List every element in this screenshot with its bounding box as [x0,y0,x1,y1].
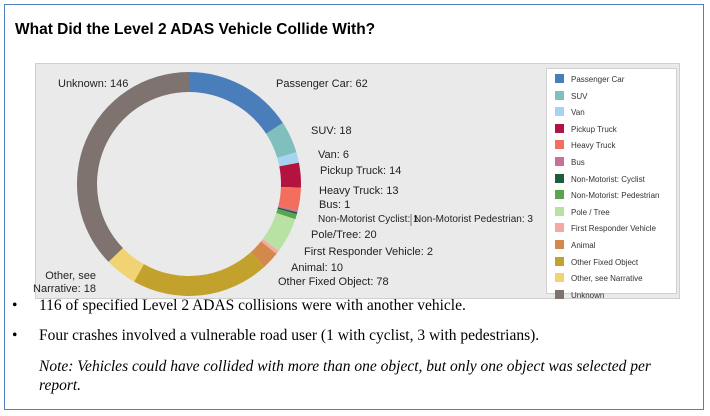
legend-label: Pickup Truck [571,124,617,134]
donut-segment [260,239,279,254]
note: Note: Vehicles could have collided with … [39,358,651,394]
legend: Passenger Car SUV Van Pickup Truck Heavy Tru… [546,68,677,300]
donut-segment [278,186,301,211]
donut-segment [189,72,283,134]
legend-swatch [555,273,564,283]
donut-segment [262,212,296,251]
legend-item: SUV [555,90,588,101]
legend-label: Animal [571,241,596,250]
data-label: Other Fixed Object: 78 [278,276,389,288]
legend-swatch [555,289,564,299]
legend-swatch [555,173,564,183]
chart: Passenger Car SUV Van Pickup Truck Heavy Tru… [33,63,680,300]
data-label: Pole/Tree: 20 [311,229,377,241]
data-label: Bus: 1 [319,199,351,211]
legend-item: Pickup Truck [555,123,617,134]
donut-segment [134,252,265,296]
legend-item: Non-Motorist: Pedestrian [555,190,659,200]
data-label: First Responder Vehicle: 2 [304,246,434,258]
legend-swatch [555,206,564,216]
bullet: Four crashes involved a vulnerable road … [12,327,539,345]
document: What Did the Level 2 ADAS Vehicle Collid… [4,4,704,410]
legend-swatch [555,123,564,133]
legend-swatch [555,107,564,117]
legend-item: Bus [555,157,585,167]
donut-segment [277,205,298,213]
donut-segment [108,248,144,282]
data-label: Unknown: 146 [58,78,129,90]
legend-label: Bus [571,158,585,167]
legend-swatch [555,240,564,249]
legend-item: Van [555,107,585,117]
donut-chart [76,72,412,296]
title: What Did the Level 2 ADAS Vehicle Collid… [15,21,376,38]
donut-segment [266,122,297,158]
donut-segment [250,241,277,267]
legend-swatch [555,74,564,83]
legend-swatch [555,190,564,200]
data-label: Non-Motorist Cyclist: 1 [318,214,419,225]
data-label: Van: 6 [318,149,349,161]
legend-label: First Responder Vehicle [571,224,656,234]
legend-label: Other Fixed Object [571,257,639,267]
bullet: 116 of specified Level 2 ADAS collisions… [12,297,466,315]
data-label: Animal: 10 [291,262,343,274]
legend-swatch [555,90,564,100]
legend-swatch [555,140,564,150]
legend-swatch [555,256,564,266]
donut-segment [277,152,299,167]
legend-label: Other, see Narrative [571,274,643,284]
legend-label: Pole / Tree [571,207,610,217]
data-label: Non-Motorist Pedestrian: 3 [414,214,533,225]
data-label: Other, see Narrative: 18 [33,270,96,295]
legend-item: Other Fixed Object [555,256,639,267]
legend-item: Unknown [555,289,605,300]
legend-item: Pole / Tree [555,206,610,217]
data-label: Pickup Truck: 14 [320,165,402,177]
legend-label: Heavy Truck [571,141,616,151]
data-label: Heavy Truck: 13 [319,185,399,197]
legend-swatch [555,157,564,166]
data-label: SUV: 18 [311,125,352,137]
legend-swatch [555,223,564,233]
legend-label: Van [571,108,585,118]
donut-segment [276,208,297,220]
legend-item: Other, see Narrative [555,273,643,283]
legend-label: Passenger Car [571,75,625,84]
legend-label: SUV [571,91,588,101]
legend-item: First Responder Vehicle [555,223,656,233]
donut-segment [279,162,301,188]
legend-item: Non-Motorist: Cyclist [555,173,645,184]
legend-label: Unknown [571,290,605,300]
legend-item: Heavy Truck [555,140,615,150]
donut-segment [76,72,189,262]
legend-label: Non-Motorist: Pedestrian [571,191,660,201]
legend-item: Passenger Car [555,74,624,84]
donut-segment [277,207,298,215]
legend-item: Animal [555,240,595,250]
data-label: Passenger Car: 62 [276,78,368,90]
legend-label: Non-Motorist: Cyclist [571,174,645,184]
